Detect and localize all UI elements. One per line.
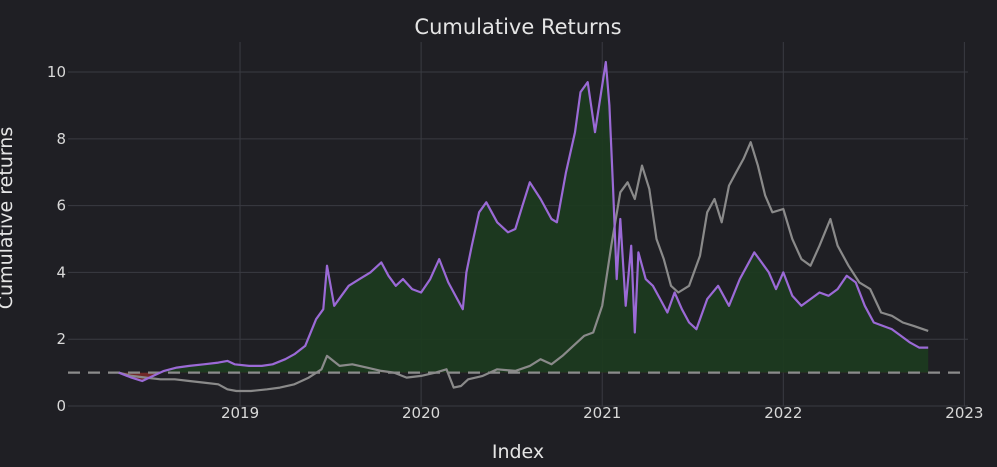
- y-tick-label: 4: [56, 263, 66, 281]
- y-tick-label: 2: [56, 330, 66, 348]
- chart-title: Cumulative Returns: [414, 15, 621, 39]
- y-tick-label: 8: [56, 130, 66, 148]
- x-tick-labels: 2019 2020 2021 2022 2023: [221, 404, 984, 422]
- benchmark-series-line: [118, 141, 929, 393]
- series-lines: [118, 60, 929, 393]
- x-tick-label: 2019: [221, 404, 259, 422]
- x-tick-label: 2023: [945, 404, 983, 422]
- fill-above-baseline: [118, 62, 929, 373]
- y-tick-label: 10: [47, 63, 66, 81]
- x-tick-label: 2021: [583, 404, 621, 422]
- x-tick-label: 2020: [402, 404, 440, 422]
- y-tick-label: 6: [56, 197, 66, 215]
- x-tick-label: 2022: [764, 404, 802, 422]
- strategy-series-line: [118, 60, 929, 383]
- y-axis-title: Cumulative returns: [0, 127, 17, 309]
- y-tick-labels: 0 2 4 6 8 10: [47, 63, 66, 415]
- x-axis-title: Index: [492, 441, 544, 463]
- y-tick-label: 0: [56, 397, 66, 415]
